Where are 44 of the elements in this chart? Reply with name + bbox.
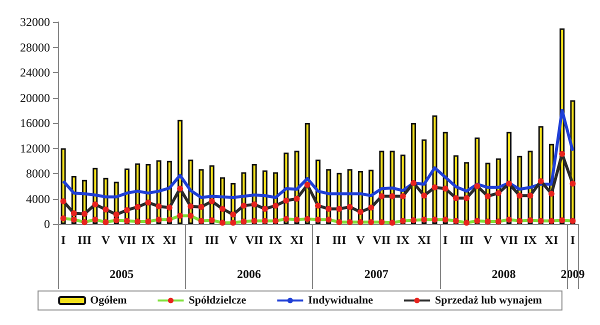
y-tick-label: 0 (44, 217, 50, 231)
x-tick-label: XI (290, 233, 304, 247)
x-tick-label: V (228, 233, 238, 247)
legend-label: Spółdzielcze (188, 294, 246, 306)
text: 2007 (364, 267, 388, 281)
y-tick-label: 32000 (20, 15, 50, 29)
y-tick-label: 24000 (20, 66, 50, 80)
x-tick-label: IX (524, 233, 538, 247)
x-tick-label: I (60, 233, 66, 247)
x-tick-label: XI (417, 233, 432, 247)
text: 2005 (110, 267, 134, 281)
x-tick-label: VII (500, 233, 518, 247)
y-tick-label: 4000 (26, 192, 50, 206)
x-tick-label: V (101, 233, 110, 247)
x-tick-label: IX (142, 233, 156, 247)
x-tick-label: V (483, 233, 492, 247)
x-tick-label: IX (396, 233, 410, 247)
x-tick-label: I (316, 233, 321, 247)
x-tick-label: III (332, 233, 347, 247)
x-tick-label: V (356, 233, 366, 247)
x-tick-label: XI (162, 233, 176, 247)
text: 2006 (237, 267, 262, 281)
y-tick-label: 16000 (20, 116, 50, 130)
text: 2009 (560, 267, 585, 281)
legend-label: Indywidualne (308, 294, 374, 306)
legend-label: Ogółem (90, 294, 127, 306)
legend-label: Sprzedaż lub wynajem (434, 294, 542, 306)
x-tick-label: III (204, 233, 220, 247)
y-tick-label: 28000 (20, 40, 50, 54)
x-tick-label: I (570, 233, 576, 247)
y-tick-label: 20000 (20, 90, 50, 105)
x-tick-label: III (460, 233, 474, 247)
line-series (62, 108, 574, 199)
x-tick-label: I (188, 233, 194, 247)
x-tick-label: VII (372, 233, 391, 247)
text: 2008 (492, 267, 516, 281)
x-tick-label: IX (268, 233, 283, 247)
x-tick-label: VII (245, 233, 264, 247)
y-tick-label: 12000 (20, 141, 50, 156)
y-tick-label: 8000 (26, 166, 50, 180)
x-tick-label: III (78, 233, 92, 247)
x-tick-label: I (443, 233, 448, 247)
x-tick-label: VII (118, 233, 136, 247)
x-tick-label: XI (544, 233, 558, 247)
